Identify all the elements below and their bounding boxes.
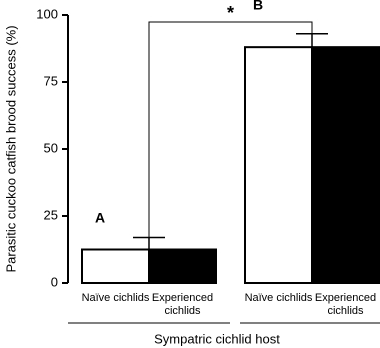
y-tick-label: 100 [36, 6, 58, 21]
series-label: Experienced cichlids [314, 292, 377, 317]
y-tick-label: 0 [51, 274, 58, 289]
significance-star: * [227, 3, 234, 23]
series-label: Naïve cichlids [81, 292, 150, 304]
bar [148, 248, 217, 284]
series-label: Naïve cichlids [244, 292, 313, 304]
y-axis-label: Parasitic cuckoo catfish brood success (… [3, 25, 18, 272]
bar [81, 248, 150, 284]
y-tick-label: 75 [44, 73, 58, 88]
bar [311, 46, 380, 284]
bar [244, 46, 313, 284]
y-tick-label: 50 [44, 140, 58, 155]
group-label: B [253, 0, 263, 13]
significance-bracket [148, 21, 313, 238]
x-category-label: Sympatric cichlid host [154, 331, 280, 346]
group-label: A [95, 210, 105, 226]
series-label: Experienced cichlids [151, 292, 214, 317]
y-tick-label: 25 [44, 207, 58, 222]
